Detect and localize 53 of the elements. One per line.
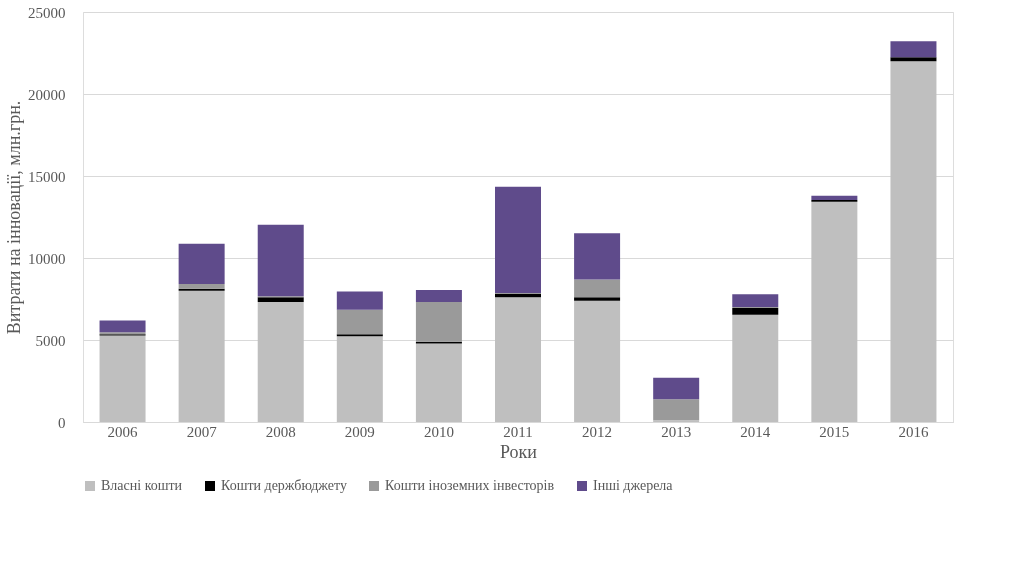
- x-tick-label: 2010: [423, 423, 454, 440]
- x-tick-label: 2014: [740, 423, 771, 440]
- bar: [415, 302, 462, 342]
- bar: [495, 297, 541, 422]
- y-tick-label: 10000: [28, 250, 66, 267]
- bar: [257, 301, 304, 422]
- y-axis-title: Витрати на інновації, млн.грн.: [4, 100, 24, 335]
- x-tick-label: 2012: [582, 423, 613, 440]
- bar: [732, 294, 779, 308]
- bar: [811, 195, 858, 201]
- x-tick-label: 2007: [186, 423, 218, 440]
- bar: [574, 300, 621, 422]
- bar: [890, 41, 937, 58]
- x-tick-label: 2006: [107, 423, 139, 440]
- bar: [178, 290, 225, 422]
- bar: [732, 308, 779, 315]
- bar: [257, 224, 304, 297]
- legend-label: Інші джерела: [593, 478, 674, 493]
- bar: [178, 243, 225, 284]
- legend-label: Кошти держбюджету: [221, 478, 347, 493]
- bar: [336, 336, 383, 422]
- x-axis-title: Роки: [500, 441, 538, 462]
- y-tick-label: 25000: [28, 4, 66, 21]
- bar: [732, 314, 779, 422]
- legend-label: Власні кошти: [101, 478, 183, 493]
- bar: [811, 201, 858, 422]
- bar: [336, 291, 383, 310]
- x-tick-label: 2008: [265, 423, 296, 440]
- x-tick-label: 2011: [503, 423, 533, 440]
- y-tick-label: 5000: [35, 332, 66, 349]
- bar: [574, 279, 621, 298]
- x-tick-label: 2013: [661, 423, 692, 440]
- bar: [415, 289, 462, 303]
- bar: [890, 57, 937, 62]
- bar: [653, 377, 700, 400]
- x-tick-label: 2009: [344, 423, 375, 440]
- bar: [257, 297, 304, 302]
- bar: [99, 335, 146, 422]
- bar: [653, 399, 700, 421]
- bar: [336, 309, 383, 335]
- legend-label: Кошти іноземних інвесторів: [385, 478, 555, 493]
- y-tick-label: 0: [58, 414, 66, 431]
- x-tick-label: 2015: [819, 423, 850, 440]
- bar: [415, 343, 462, 422]
- y-tick-label: 20000: [28, 86, 66, 103]
- bar: [574, 297, 621, 301]
- bar: [99, 320, 146, 333]
- x-tick-label: 2016: [898, 423, 929, 440]
- bar: [495, 186, 541, 294]
- bar: [890, 61, 937, 422]
- y-tick-label: 15000: [28, 168, 66, 185]
- bar: [178, 283, 225, 289]
- bar: [574, 233, 621, 280]
